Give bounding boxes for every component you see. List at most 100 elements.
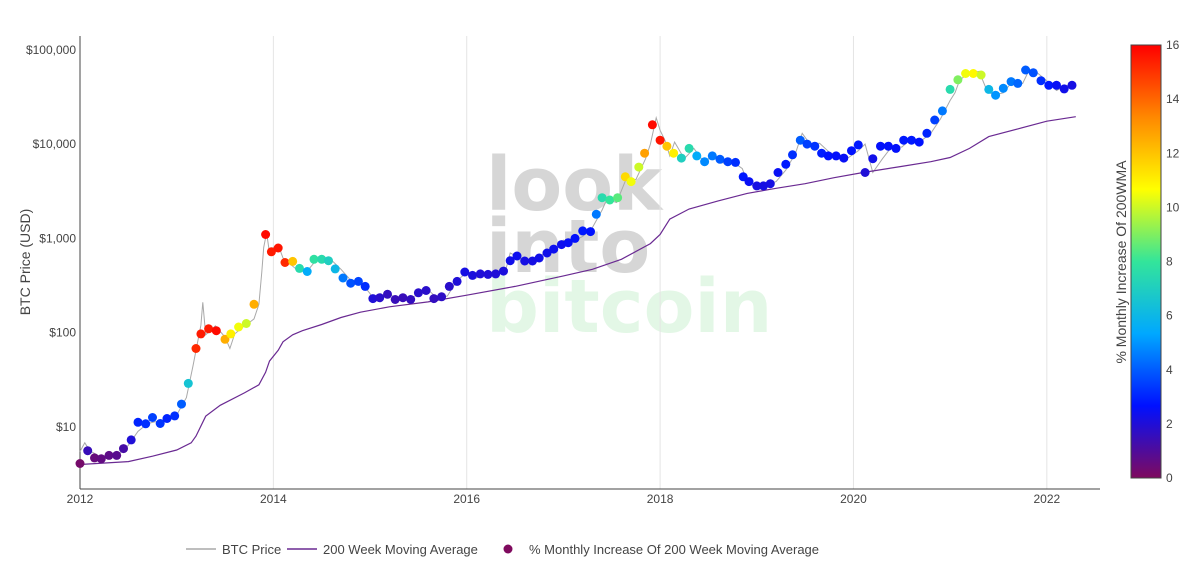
data-point — [280, 258, 290, 267]
colorbar-tick-label: 16 — [1166, 38, 1180, 52]
data-point — [505, 256, 515, 266]
watermark-word: look — [486, 142, 664, 228]
data-point — [512, 251, 522, 261]
data-point — [605, 195, 615, 205]
data-point — [640, 148, 650, 158]
data-point — [655, 135, 665, 145]
data-point — [759, 181, 768, 191]
data-point — [945, 84, 955, 94]
data-point — [534, 253, 544, 263]
data-point — [368, 294, 378, 304]
data-point — [626, 177, 636, 187]
data-point — [692, 151, 702, 161]
colorbar-tick-label: 2 — [1166, 417, 1173, 431]
data-point — [148, 413, 157, 422]
legend-swatch-marker — [503, 544, 513, 554]
colorbar-tick-label: 14 — [1166, 92, 1180, 106]
data-point — [398, 293, 408, 303]
data-point — [937, 106, 947, 116]
data-point — [647, 120, 657, 130]
moving-average-line — [79, 116, 1076, 466]
data-point — [744, 177, 754, 187]
data-point — [309, 254, 319, 264]
legend-item-monthly-increase[interactable]: % Monthly Increase Of 200 Week Moving Av… — [503, 542, 820, 557]
data-point — [781, 159, 791, 169]
y-tick-label: $1,000 — [39, 231, 76, 245]
data-point — [876, 141, 885, 151]
x-tick-label: 2014 — [260, 492, 287, 506]
data-point — [475, 269, 485, 279]
data-point — [96, 454, 106, 464]
data-point — [141, 419, 151, 429]
y-tick-labels: $10 $100 $1,000 $10,000 $100,000 — [26, 43, 76, 434]
vertical-gridlines — [272, 36, 1048, 489]
data-point — [520, 256, 530, 266]
data-point — [765, 179, 775, 189]
data-point — [119, 444, 128, 454]
data-point — [914, 137, 924, 147]
y-tick-label: $10,000 — [33, 137, 77, 151]
data-point — [528, 256, 537, 266]
data-point — [868, 154, 878, 164]
data-point — [261, 230, 271, 239]
y-tick-label: $10 — [56, 420, 76, 434]
data-point — [104, 450, 114, 460]
data-point — [375, 293, 385, 303]
data-point — [578, 226, 588, 236]
data-point — [839, 153, 849, 163]
data-point — [444, 281, 454, 291]
data-point — [613, 193, 623, 203]
data-point — [831, 151, 841, 161]
data-point — [126, 435, 136, 445]
colorbar-tick-labels: 0 2 4 6 8 10 12 14 16 — [1166, 38, 1180, 485]
legend: BTC Price 200 Week Moving Average % Mont… — [186, 542, 819, 557]
data-point — [226, 329, 236, 339]
data-point — [795, 135, 805, 145]
data-point — [191, 344, 201, 353]
legend-item-btc-price[interactable]: BTC Price — [186, 542, 281, 557]
data-point — [998, 83, 1008, 93]
data-point — [302, 267, 312, 276]
data-point — [295, 263, 304, 273]
colorbar-title: % Monthly Increase Of 200WMA — [1113, 160, 1129, 364]
data-point — [976, 70, 986, 80]
legend-label: BTC Price — [222, 542, 281, 557]
data-point — [883, 141, 893, 151]
colorbar-tick-label: 10 — [1166, 200, 1180, 214]
data-point — [586, 227, 595, 237]
data-point — [810, 141, 820, 151]
data-point — [823, 151, 833, 161]
data-point — [338, 273, 348, 283]
colorbar-tick-label: 6 — [1166, 309, 1173, 323]
data-point — [162, 414, 172, 423]
data-point — [715, 154, 725, 164]
data-point — [112, 450, 122, 460]
data-point — [249, 299, 259, 309]
data-point — [684, 143, 694, 153]
data-point — [731, 157, 740, 167]
data-point — [353, 276, 363, 286]
data-point — [241, 319, 251, 328]
data-point — [220, 334, 230, 344]
x-tick-label: 2012 — [67, 492, 94, 506]
data-point — [907, 135, 916, 145]
data-point — [847, 146, 856, 156]
data-point — [288, 256, 298, 266]
legend-label: % Monthly Increase Of 200 Week Moving Av… — [529, 542, 819, 557]
data-point — [563, 238, 573, 248]
data-point — [953, 75, 963, 85]
y-axis-title: BTC Price (USD) — [17, 209, 33, 316]
legend-label: 200 Week Moving Average — [323, 542, 478, 557]
data-point — [413, 288, 423, 298]
x-tick-label: 2020 — [840, 492, 867, 506]
data-point — [437, 292, 447, 302]
data-point — [330, 264, 340, 274]
data-point — [211, 326, 221, 336]
data-point — [155, 419, 165, 428]
data-point — [891, 143, 901, 153]
monthly-increase-markers — [75, 65, 1077, 468]
legend-item-moving-average[interactable]: 200 Week Moving Average — [287, 542, 478, 557]
data-point — [1044, 80, 1054, 90]
data-point — [204, 324, 214, 334]
data-point — [570, 233, 580, 243]
